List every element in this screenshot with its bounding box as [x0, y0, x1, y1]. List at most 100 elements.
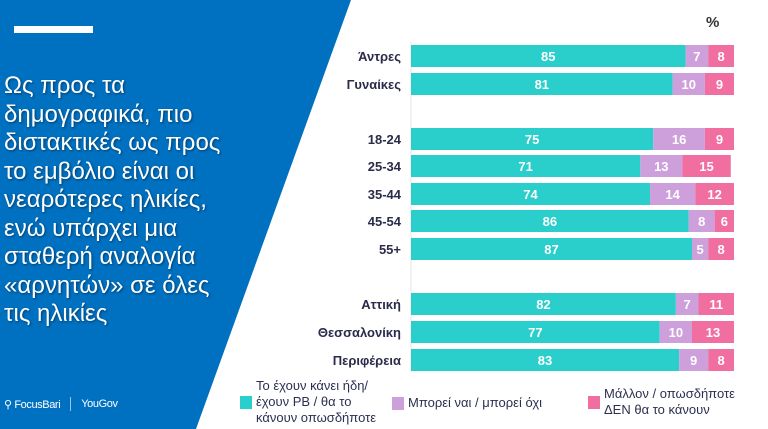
bar-segment	[685, 45, 709, 67]
headline-line: ενώ υπάρχει μια	[4, 214, 178, 242]
bar-segment	[411, 321, 660, 343]
category-label: 55+	[379, 242, 401, 257]
category-label: Θεσσαλονίκη	[318, 325, 401, 340]
bar-segment	[411, 349, 680, 371]
category-label: 45-54	[368, 214, 402, 229]
data-label: 87	[544, 242, 558, 257]
bar-segment	[675, 293, 699, 315]
legend-label-line: Μάλλον / οπωσδήποτε	[604, 386, 735, 401]
legend-item: Το έχουν κάνει ήδη/έχουν ΡΒ / θα το κάνου…	[240, 378, 376, 426]
bar-segment	[704, 73, 734, 95]
legend-swatch	[588, 395, 600, 409]
bar-segment	[714, 210, 734, 232]
bar-segment	[411, 238, 693, 260]
data-label: 7	[684, 297, 691, 312]
data-label: 71	[518, 159, 532, 174]
category-label: 18-24	[368, 132, 402, 147]
data-label: 5	[696, 242, 703, 257]
bar-segment	[411, 293, 676, 315]
headline: Ως προς τα δημογραφικά, πιο διστακτικές ως…	[4, 72, 284, 329]
data-label: 86	[543, 214, 557, 229]
bar-segment	[653, 128, 705, 150]
category-label: 25-34	[368, 159, 402, 174]
legend: Το έχουν κάνει ήδη/έχουν ΡΒ / θα το κάνου…	[240, 378, 768, 428]
focusbari-logo: ⚲ FocusBari	[4, 398, 61, 411]
bar-segment	[411, 45, 686, 67]
data-label: 81	[535, 77, 549, 92]
legend-label-line: Μπορεί ναι / μπορεί όχι	[408, 395, 543, 410]
bar-segment	[411, 210, 689, 232]
category-label: Αττική	[361, 297, 401, 312]
headline-line: «αρνητών» σε όλες	[4, 271, 210, 299]
legend-label-line: κάνουν οπωσδήποτε	[256, 410, 377, 425]
data-label: 15	[699, 159, 713, 174]
headline-line: Ως προς τα	[4, 72, 125, 99]
data-label: 14	[665, 187, 680, 202]
bar-segment	[640, 155, 683, 177]
bar-segment	[704, 128, 734, 150]
headline-line: δημογραφικά, πιο	[4, 100, 193, 128]
headline-line: νεαρότερες ηλικίες,	[4, 186, 207, 213]
bar-segment	[679, 349, 709, 371]
bar-segment	[692, 321, 734, 343]
legend-item: Μπορεί ναι / μπορεί όχι	[392, 395, 542, 411]
data-label: 77	[528, 325, 542, 340]
bar-segment	[411, 128, 654, 150]
data-label: 74	[523, 187, 538, 202]
legend-item: Μάλλον / οπωσδήποτε ΔΕΝ θα το κάνουν	[588, 386, 735, 418]
legend-label: Το έχουν κάνει ήδη/έχουν ΡΒ / θα το κάνου…	[256, 378, 376, 426]
bar-segment	[411, 73, 673, 95]
bar-segment	[708, 45, 734, 67]
data-label: 8	[717, 242, 724, 257]
data-label: 82	[536, 297, 550, 312]
data-label: 13	[654, 159, 668, 174]
data-label: 9	[716, 77, 723, 92]
bar-segment	[650, 183, 696, 205]
title-accent-bar	[14, 26, 93, 33]
data-label: 9	[716, 132, 723, 147]
bar-segment	[695, 183, 734, 205]
legend-swatch	[392, 396, 404, 410]
data-label: 12	[707, 187, 721, 202]
category-label: Γυναίκες	[347, 77, 402, 92]
category-label: 35-44	[368, 187, 402, 202]
legend-label: Μάλλον / οπωσδήποτε ΔΕΝ θα το κάνουν	[604, 386, 735, 418]
data-label: 85	[541, 49, 555, 64]
bar-segment	[698, 293, 734, 315]
headline-line: το εμβόλιο είναι οι	[4, 157, 195, 185]
legend-label-line: Το έχουν κάνει ήδη/	[256, 378, 369, 393]
bar-segment	[411, 155, 641, 177]
legend-label-line: έχουν ΡΒ / θα το	[256, 394, 352, 409]
bar-segment	[659, 321, 693, 343]
headline-line: τις ηλικίες	[4, 300, 108, 327]
headline-line: διστακτικές ως προς	[4, 129, 221, 156]
bar-segment	[682, 155, 731, 177]
data-label: 13	[706, 325, 720, 340]
bar-segment	[692, 238, 709, 260]
data-label: 16	[672, 132, 686, 147]
data-label: 7	[693, 49, 700, 64]
data-label: 10	[669, 325, 683, 340]
data-label: 8	[717, 49, 724, 64]
data-label: 8	[698, 214, 705, 229]
data-label: 11	[709, 297, 723, 312]
bar-segment	[708, 349, 734, 371]
legend-label-line: ΔΕΝ θα το κάνουν	[604, 402, 710, 417]
bar-segment	[411, 183, 651, 205]
bar-segment	[708, 238, 734, 260]
legend-label: Μπορεί ναι / μπορεί όχι	[408, 395, 542, 411]
data-label: 8	[717, 353, 724, 368]
bar-segment	[688, 210, 715, 232]
category-label: Περιφέρεια	[333, 353, 401, 368]
data-label: 10	[682, 77, 696, 92]
category-label: Άντρες	[358, 49, 401, 64]
data-label: 6	[721, 214, 728, 229]
bar-segment	[672, 73, 705, 95]
headline-line: σταθερή αναλογία	[4, 243, 196, 270]
logos: ⚲ FocusBari YouGov	[4, 397, 118, 411]
data-label: 75	[525, 132, 539, 147]
unit-label: %	[706, 14, 720, 31]
yougov-logo: YouGov	[81, 398, 118, 410]
legend-swatch	[240, 395, 252, 409]
